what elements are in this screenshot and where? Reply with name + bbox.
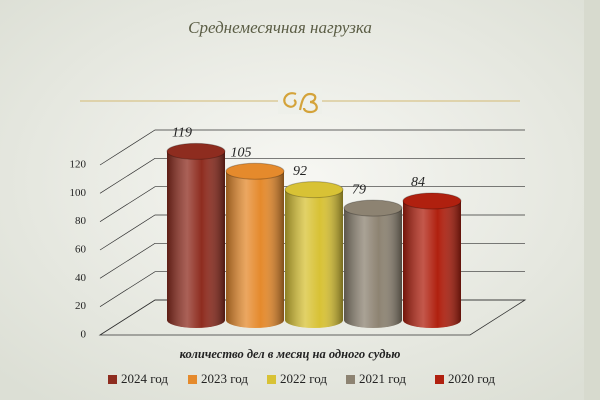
y-tick-label: 40 [75, 272, 87, 284]
y-tick-label: 120 [70, 159, 87, 171]
legend-label: 2023 год [201, 371, 248, 386]
legend-swatch [346, 375, 355, 384]
x-axis-title: количество дел в месяц на одного судью [180, 347, 401, 361]
bar-top [402, 192, 462, 210]
legend-label: 2020 год [448, 371, 495, 386]
data-label: 92 [293, 164, 307, 179]
y-tick-label: 20 [75, 300, 87, 312]
grid-line [99, 186, 525, 222]
legend-label: 2021 год [359, 371, 406, 386]
y-tick-label: 100 [70, 187, 87, 199]
y-tick-label: 60 [75, 244, 87, 256]
bar-shade [167, 151, 225, 328]
grid-line [99, 157, 525, 194]
bar-shade [403, 201, 461, 328]
bar-top [166, 142, 226, 160]
grid-line [99, 129, 525, 166]
data-label: 119 [172, 126, 192, 141]
legend-label: 2024 год [121, 371, 168, 386]
legend-swatch [108, 375, 117, 384]
data-label: 79 [352, 182, 366, 197]
y-tick-label: 0 [81, 329, 87, 341]
chart-title: Среднемесячная нагрузка [188, 18, 372, 37]
data-label: 105 [231, 145, 252, 160]
bar-shade [344, 208, 402, 328]
legend-label: 2022 год [280, 371, 327, 386]
bar-shade [226, 171, 284, 328]
data-label: 84 [411, 175, 425, 190]
legend-swatch [267, 375, 276, 384]
bar-top [284, 181, 344, 199]
bar-top [225, 162, 285, 180]
ornament [283, 92, 318, 114]
legend-swatch [435, 375, 444, 384]
y-tick-label: 80 [75, 215, 87, 227]
bar-top [343, 199, 403, 217]
legend-swatch [188, 375, 197, 384]
frame-strip [584, 0, 600, 400]
bar-shade [285, 189, 343, 328]
